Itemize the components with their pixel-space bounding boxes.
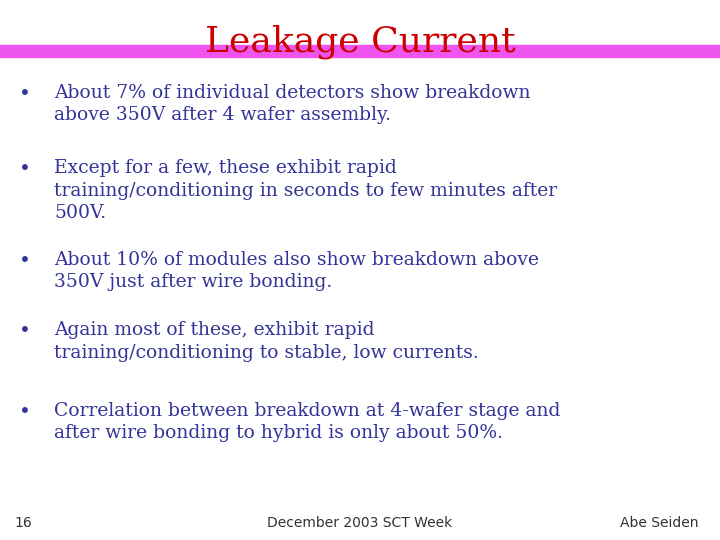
- Text: •: •: [19, 84, 31, 103]
- Text: Abe Seiden: Abe Seiden: [620, 516, 698, 530]
- Text: About 10% of modules also show breakdown above
350V just after wire bonding.: About 10% of modules also show breakdown…: [54, 251, 539, 291]
- Text: •: •: [19, 251, 31, 270]
- Text: Again most of these, exhibit rapid
training/conditioning to stable, low currents: Again most of these, exhibit rapid train…: [54, 321, 479, 361]
- Bar: [0, 45, 720, 57]
- Text: •: •: [19, 402, 31, 421]
- Text: •: •: [19, 159, 31, 178]
- Text: Leakage Current: Leakage Current: [204, 24, 516, 59]
- Text: •: •: [19, 321, 31, 340]
- Text: Correlation between breakdown at 4-wafer stage and
after wire bonding to hybrid : Correlation between breakdown at 4-wafer…: [54, 402, 560, 442]
- Text: December 2003 SCT Week: December 2003 SCT Week: [267, 516, 453, 530]
- Text: Except for a few, these exhibit rapid
training/conditioning in seconds to few mi: Except for a few, these exhibit rapid tr…: [54, 159, 557, 222]
- Text: About 7% of individual detectors show breakdown
above 350V after 4 wafer assembl: About 7% of individual detectors show br…: [54, 84, 531, 124]
- Text: 16: 16: [14, 516, 32, 530]
